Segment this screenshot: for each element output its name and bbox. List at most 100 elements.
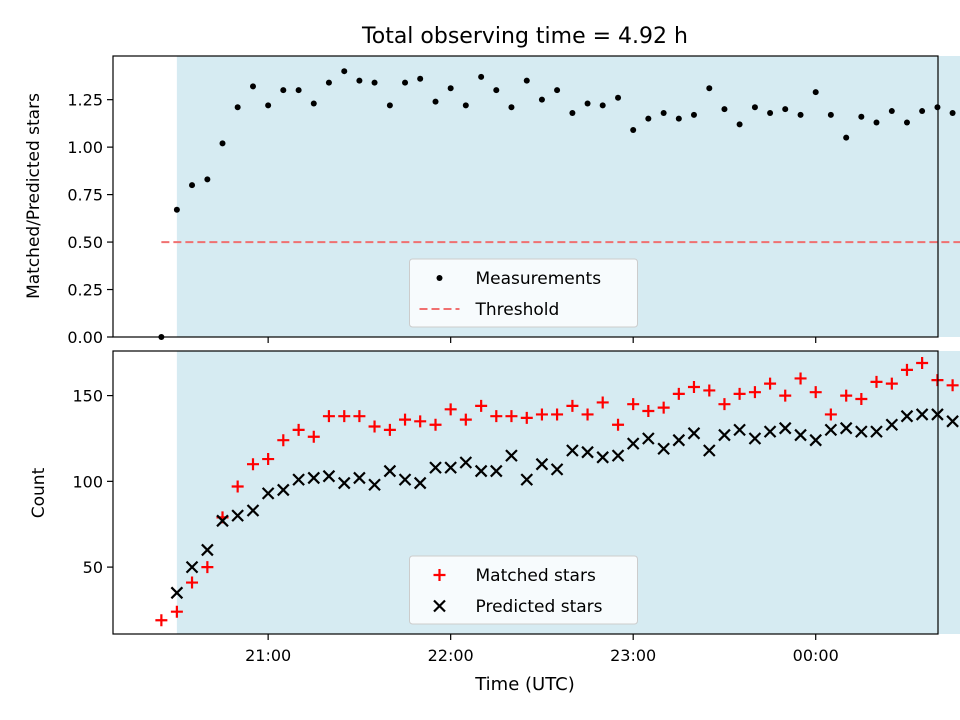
data-point bbox=[900, 409, 914, 423]
data-point bbox=[417, 75, 424, 82]
data-point bbox=[809, 386, 822, 399]
data-point bbox=[916, 357, 929, 370]
data-point bbox=[751, 104, 758, 111]
series-measurements bbox=[158, 68, 956, 340]
data-point bbox=[721, 106, 728, 113]
data-point bbox=[551, 408, 564, 421]
data-point bbox=[474, 464, 488, 478]
data-point bbox=[216, 514, 229, 528]
data-point bbox=[310, 100, 317, 107]
legend-box bbox=[409, 258, 638, 328]
data-point bbox=[946, 379, 959, 392]
data-point bbox=[337, 476, 351, 490]
data-point bbox=[703, 384, 716, 397]
legend-swatch bbox=[433, 569, 446, 581]
data-point bbox=[398, 473, 412, 486]
data-point bbox=[219, 140, 226, 147]
data-point bbox=[383, 464, 397, 478]
data-point bbox=[204, 176, 211, 183]
data-point bbox=[672, 387, 685, 400]
data-point bbox=[581, 408, 594, 421]
data-point bbox=[687, 427, 701, 440]
data-point bbox=[280, 87, 287, 94]
data-point bbox=[642, 405, 655, 418]
data-point bbox=[261, 487, 275, 500]
data-point bbox=[459, 456, 473, 469]
data-point bbox=[706, 85, 713, 92]
series-predicted-stars bbox=[170, 408, 959, 600]
data-point bbox=[155, 614, 168, 627]
data-point bbox=[645, 115, 652, 122]
data-point bbox=[338, 410, 351, 423]
data-point bbox=[703, 444, 716, 457]
data-point bbox=[189, 182, 196, 189]
data-point bbox=[462, 102, 469, 109]
data-point bbox=[855, 425, 868, 438]
data-point bbox=[475, 399, 488, 412]
data-point bbox=[185, 560, 199, 574]
data-point bbox=[444, 461, 457, 474]
x-tick-label: 22:00 bbox=[428, 646, 474, 665]
data-point bbox=[885, 418, 899, 432]
x-tick-label: 00:00 bbox=[793, 646, 839, 665]
data-point bbox=[660, 109, 667, 116]
y-tick-label: 1.00 bbox=[67, 138, 103, 157]
data-point bbox=[843, 134, 850, 141]
data-point bbox=[687, 381, 700, 394]
data-point bbox=[596, 451, 609, 464]
data-point bbox=[201, 543, 214, 557]
data-point bbox=[584, 100, 591, 107]
data-point bbox=[322, 410, 335, 423]
legend-swatch bbox=[433, 599, 446, 613]
data-point bbox=[432, 98, 439, 105]
legend-label: Matched stars bbox=[476, 566, 596, 586]
data-point bbox=[672, 433, 686, 447]
data-point bbox=[353, 410, 366, 423]
data-point bbox=[535, 457, 549, 471]
data-point bbox=[870, 375, 883, 388]
y-tick-label: 0.25 bbox=[67, 281, 103, 300]
data-point bbox=[505, 449, 518, 462]
data-point bbox=[627, 398, 640, 411]
data-point bbox=[611, 449, 625, 462]
x-tick-label: 21:00 bbox=[245, 646, 291, 665]
data-point bbox=[733, 387, 746, 400]
data-point bbox=[307, 430, 320, 443]
data-point bbox=[505, 410, 518, 423]
data-point bbox=[794, 428, 807, 442]
data-point bbox=[386, 102, 393, 109]
data-point bbox=[234, 104, 241, 111]
data-point bbox=[249, 83, 256, 90]
legend: Measurements Threshold bbox=[409, 258, 638, 328]
axes-frame bbox=[112, 55, 939, 338]
y-tick-label: 0.00 bbox=[67, 328, 103, 347]
data-point bbox=[493, 87, 500, 94]
data-point bbox=[173, 206, 180, 213]
data-point bbox=[429, 461, 442, 474]
data-point bbox=[949, 109, 956, 116]
data-point bbox=[292, 473, 305, 486]
data-point bbox=[718, 428, 731, 442]
data-point bbox=[550, 463, 564, 476]
data-point bbox=[812, 89, 819, 96]
legend-label: Predicted stars bbox=[476, 597, 603, 617]
data-point bbox=[520, 411, 533, 424]
data-point bbox=[657, 442, 670, 456]
y-axis-label-ratio: Matched/Predicted stars bbox=[24, 93, 44, 299]
data-point bbox=[413, 476, 427, 490]
data-point bbox=[748, 386, 761, 399]
data-point bbox=[870, 425, 883, 438]
data-point bbox=[295, 87, 302, 94]
data-point bbox=[690, 111, 697, 118]
data-point bbox=[368, 478, 381, 492]
ratio-panel: 0.00 0.25 0.50 0.75 1.00 1.25 Measurements Thre… bbox=[67, 55, 960, 347]
x-tick-label: 23:00 bbox=[610, 646, 656, 665]
data-point bbox=[447, 85, 454, 92]
data-point bbox=[170, 605, 183, 618]
data-point bbox=[246, 504, 260, 517]
data-point bbox=[675, 115, 682, 122]
data-point bbox=[733, 423, 746, 437]
data-point bbox=[718, 398, 731, 411]
data-point bbox=[885, 377, 898, 390]
